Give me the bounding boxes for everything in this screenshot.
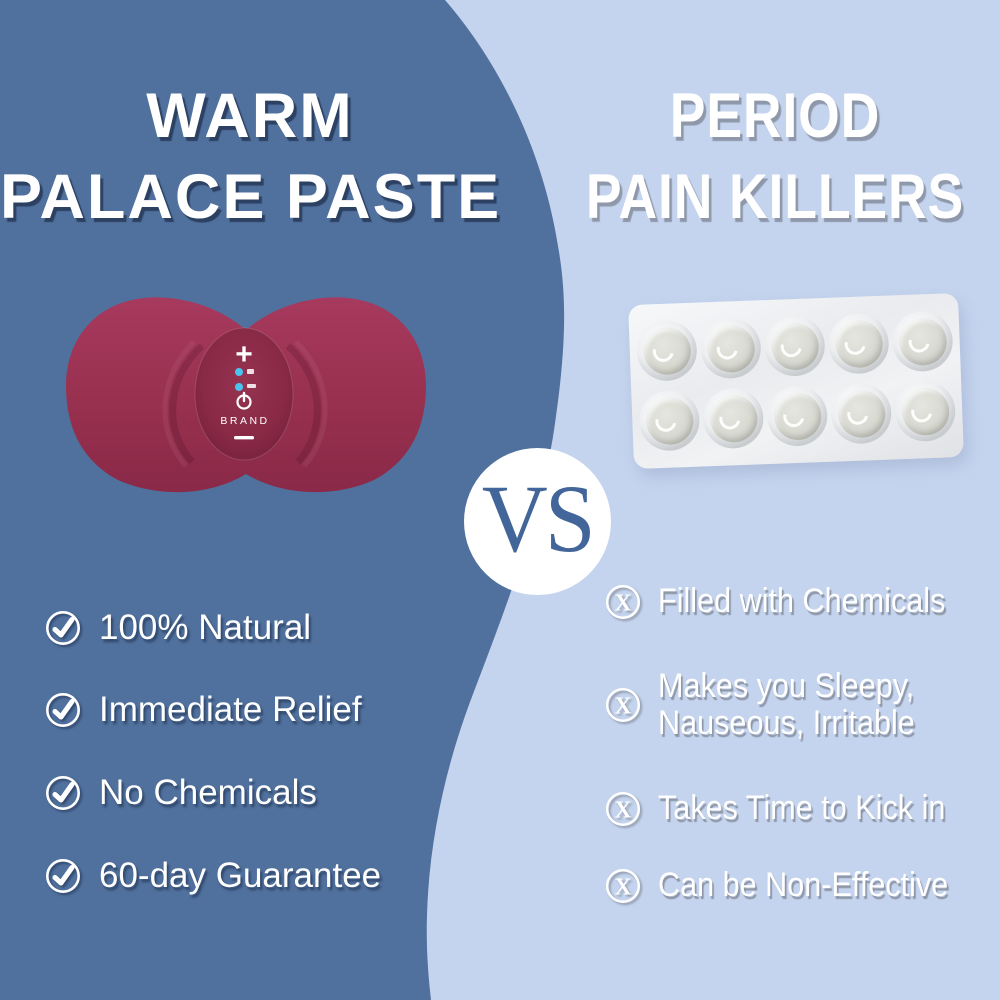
drawback-label: Can be Non-Effective — [658, 866, 949, 905]
pill-blister — [702, 387, 765, 450]
pill-blister — [894, 380, 957, 443]
pill-blister — [635, 319, 698, 382]
pill-blister — [827, 312, 890, 375]
left-title-line2: PALACE PASTE — [0, 162, 502, 232]
drawback-item: X Makes you Sleepy, Nauseous, Irritable — [603, 667, 943, 743]
drawback-item: X Can be Non-Effective — [603, 866, 981, 906]
right-title-line1: PERIOD — [669, 81, 881, 151]
right-product-title: PERIOD PAIN KILLERS — [571, 76, 979, 238]
svg-text:X: X — [614, 798, 632, 824]
benefit-label: 100% Natural — [99, 608, 312, 647]
intensity-minus-label — [234, 436, 254, 440]
check-circle-icon — [46, 693, 80, 727]
x-circle-icon: X — [605, 791, 641, 827]
drawback-label: Filled with Chemicals — [658, 582, 946, 621]
pill-blister — [891, 310, 954, 373]
x-circle-icon: X — [605, 868, 641, 904]
drawback-item: X Takes Time to Kick in — [603, 789, 977, 829]
x-circle-icon: X — [605, 584, 641, 620]
left-title-line1: WARM — [146, 81, 354, 151]
level-indicator-dot — [235, 383, 243, 391]
svg-text:X: X — [614, 591, 632, 617]
pill-blister — [830, 382, 893, 445]
benefit-item: 100% Natural — [44, 608, 311, 648]
benefit-label: Immediate Relief — [99, 690, 362, 729]
mode-indicator-dot — [235, 368, 243, 376]
pill-blister — [638, 389, 701, 452]
left-product-title: WARM PALACE PASTE — [0, 76, 500, 238]
brand-label: BRAND — [220, 415, 269, 427]
benefit-item: Immediate Relief — [44, 690, 362, 730]
pill-blister — [766, 384, 829, 448]
check-circle-icon — [46, 611, 80, 645]
benefit-item: No Chemicals — [44, 773, 317, 813]
vs-badge: VS — [464, 448, 611, 595]
drawback-label: Takes Time to Kick in — [658, 789, 946, 828]
drawback-label: Makes you Sleepy, Nauseous, Irritable — [658, 667, 915, 743]
right-title-line2: PAIN KILLERS — [585, 162, 965, 232]
power-icon — [236, 391, 252, 410]
benefit-item: 60-day Guarantee — [44, 856, 381, 896]
pill-blister — [699, 317, 762, 380]
heating-pad-product-image: + BRAND — [66, 297, 426, 493]
check-circle-icon — [46, 776, 80, 810]
vs-label: VS — [482, 464, 596, 572]
svg-text:X: X — [614, 875, 632, 901]
benefit-label: 60-day Guarantee — [99, 856, 382, 895]
level-indicator-icon — [247, 384, 256, 388]
drawback-item: X Filled with Chemicals — [603, 582, 977, 622]
mode-indicator-icon — [247, 369, 254, 374]
svg-text:X: X — [614, 694, 632, 720]
x-circle-icon: X — [605, 688, 641, 723]
pill-blister — [763, 314, 826, 378]
pill-blister-pack-image — [628, 293, 964, 469]
check-circle-icon — [46, 859, 80, 893]
intensity-plus-label: + — [235, 338, 253, 371]
benefit-label: No Chemicals — [99, 773, 317, 812]
